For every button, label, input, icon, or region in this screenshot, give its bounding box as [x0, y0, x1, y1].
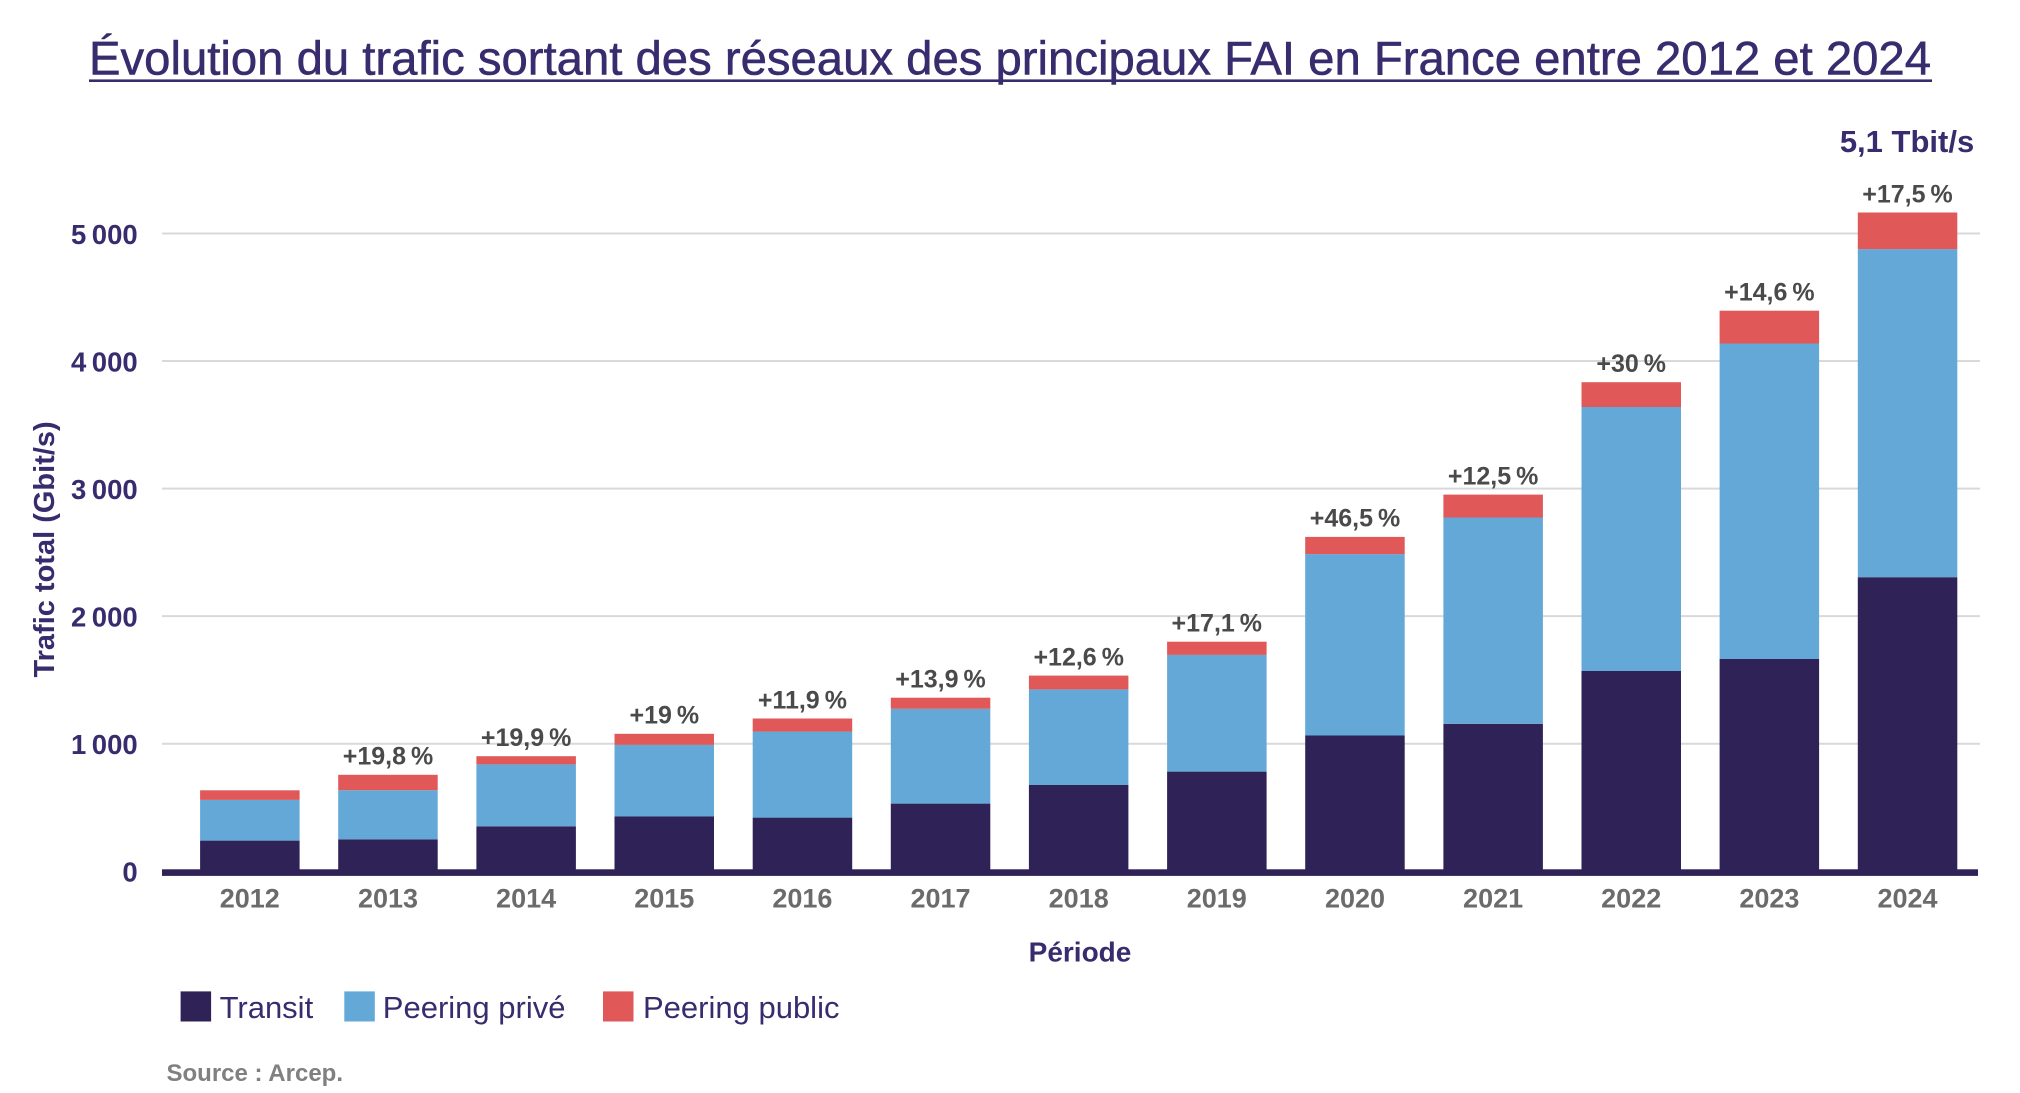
svg-text:2013: 2013: [358, 884, 418, 914]
svg-text:+11,9 %: +11,9 %: [758, 686, 847, 714]
svg-text:Période: Période: [1029, 937, 1132, 968]
svg-text:2017: 2017: [910, 884, 970, 914]
svg-text:2016: 2016: [772, 884, 832, 914]
svg-text:Trafic total (Gbit/s): Trafic total (Gbit/s): [29, 421, 61, 677]
svg-text:2019: 2019: [1187, 884, 1247, 914]
svg-text:4 000: 4 000: [71, 347, 138, 378]
svg-text:Peering privé: Peering privé: [383, 990, 566, 1025]
svg-text:2 000: 2 000: [71, 602, 138, 633]
svg-text:3 000: 3 000: [71, 474, 138, 505]
svg-text:+30 %: +30 %: [1596, 350, 1666, 378]
svg-text:2014: 2014: [496, 884, 556, 914]
svg-text:Peering public: Peering public: [643, 990, 839, 1025]
svg-text:2021: 2021: [1463, 884, 1523, 914]
svg-text:+19 %: +19 %: [629, 702, 699, 730]
svg-text:5,1 Tbit/s: 5,1 Tbit/s: [1840, 124, 1974, 159]
svg-text:+17,1 %: +17,1 %: [1172, 610, 1263, 638]
svg-text:+12,6 %: +12,6 %: [1033, 643, 1124, 671]
svg-text:Transit: Transit: [220, 990, 314, 1025]
svg-text:+19,8 %: +19,8 %: [343, 743, 434, 771]
svg-text:+13,9 %: +13,9 %: [895, 666, 986, 694]
svg-text:2023: 2023: [1739, 884, 1799, 914]
svg-text:2020: 2020: [1325, 884, 1385, 914]
svg-text:2015: 2015: [634, 884, 694, 914]
svg-text:2018: 2018: [1049, 884, 1109, 914]
svg-text:Source : Arcep.: Source : Arcep.: [167, 1060, 344, 1087]
svg-text:2024: 2024: [1877, 884, 1937, 914]
svg-text:1 000: 1 000: [71, 729, 138, 760]
svg-text:+12,5 %: +12,5 %: [1448, 462, 1539, 490]
svg-text:+46,5 %: +46,5 %: [1310, 505, 1401, 533]
svg-text:+17,5 %: +17,5 %: [1862, 180, 1953, 208]
svg-text:2022: 2022: [1601, 884, 1661, 914]
svg-text:+19,9 %: +19,9 %: [481, 724, 572, 752]
svg-text:Évolution du trafic sortant de: Évolution du trafic sortant des réseaux …: [89, 32, 1931, 85]
svg-text:2012: 2012: [220, 884, 280, 914]
svg-text:5 000: 5 000: [71, 219, 138, 250]
svg-text:+14,6 %: +14,6 %: [1724, 279, 1815, 307]
svg-text:0: 0: [122, 857, 137, 888]
